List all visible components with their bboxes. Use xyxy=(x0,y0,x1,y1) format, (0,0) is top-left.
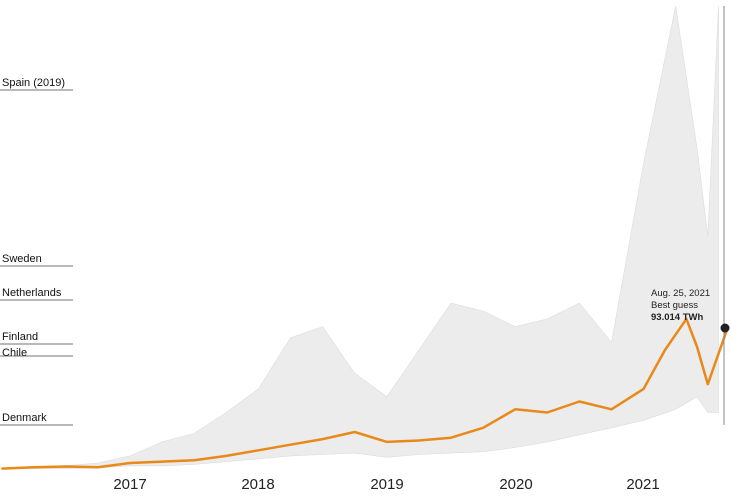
reference-label-denmark: Denmark xyxy=(2,412,47,424)
best-guess-point xyxy=(664,349,666,351)
best-guess-point xyxy=(1,468,3,470)
best-guess-point xyxy=(193,459,195,461)
x-tick-label-2019: 2019 xyxy=(370,476,403,493)
best-guess-point xyxy=(643,388,645,390)
best-guess-point xyxy=(696,346,698,348)
best-guess-point xyxy=(257,449,259,451)
reference-label-netherlands: Netherlands xyxy=(2,287,62,299)
x-tick-label-2020: 2020 xyxy=(499,476,532,493)
best-guess-point xyxy=(685,318,688,320)
best-guess-point xyxy=(610,408,613,410)
reference-label-sweden: Sweden xyxy=(2,253,42,265)
hover-tooltip: Aug. 25, 2021 Best guess 93.014 TWh xyxy=(651,288,710,323)
tooltip-date: Aug. 25, 2021 xyxy=(651,288,710,299)
estimate-range-area xyxy=(1,5,719,469)
best-guess-point xyxy=(482,427,484,429)
best-guess-point xyxy=(161,461,163,463)
hover-point-marker[interactable] xyxy=(720,323,730,333)
best-guess-point xyxy=(65,465,67,468)
reference-label-chile: Chile xyxy=(2,347,27,359)
best-guess-point xyxy=(97,466,99,468)
x-tick-label-2017: 2017 xyxy=(113,476,146,493)
reference-finland: Finland xyxy=(0,331,73,345)
best-guess-point xyxy=(578,400,581,403)
estimate-range-band xyxy=(1,5,719,469)
reference-sweden: Sweden xyxy=(0,253,73,267)
best-guess-line xyxy=(1,317,729,470)
best-guess-point xyxy=(354,431,356,433)
best-guess-point xyxy=(225,455,227,457)
best-guess-point xyxy=(546,411,548,414)
reference-label-spain: Spain (2019) xyxy=(2,77,65,89)
reference-label-finland: Finland xyxy=(2,331,38,343)
reference-denmark: Denmark xyxy=(0,412,73,426)
reference-netherlands: Netherlands xyxy=(0,287,73,301)
best-guess-point xyxy=(386,441,388,443)
x-tick-label-2021: 2021 xyxy=(626,476,659,493)
reference-spain: Spain (2019) xyxy=(0,77,73,91)
tooltip-value: 93.014 TWh xyxy=(651,312,703,323)
x-tick-label-2018: 2018 xyxy=(241,476,274,493)
best-guess-point xyxy=(33,466,35,468)
best-guess-point xyxy=(418,439,420,442)
best-guess-point xyxy=(322,438,324,440)
best-guess-point xyxy=(289,444,292,446)
x-axis: 2017 2018 2019 2020 2021 xyxy=(113,476,659,493)
best-guess-point xyxy=(129,462,131,464)
best-guess-point xyxy=(707,383,709,385)
reference-chile: Chile xyxy=(0,347,73,359)
tooltip-label: Best guess xyxy=(651,300,698,311)
country-reference-lines: Spain (2019) Sweden Netherlands Finland … xyxy=(0,77,73,426)
best-guess-point xyxy=(514,408,516,410)
best-guess-series xyxy=(1,317,729,470)
best-guess-point xyxy=(450,437,452,439)
